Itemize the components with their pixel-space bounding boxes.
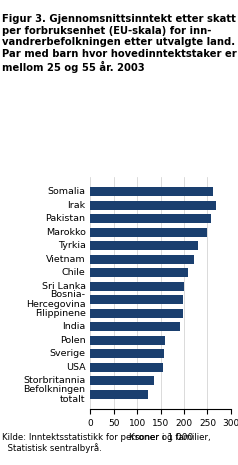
Bar [90, 295, 183, 304]
Bar [90, 282, 184, 291]
Bar [90, 376, 154, 385]
Text: Figur 3. Gjennomsnittsinntekt etter skatt
per forbruksenhet (EU-skala) for inn-
: Figur 3. Gjennomsnittsinntekt etter skat… [2, 14, 237, 73]
Bar [90, 363, 163, 372]
Bar [90, 255, 194, 264]
Text: Kilde: Inntektsstatistikk for personer og familier,
  Statistisk sentralbyrå.: Kilde: Inntektsstatistikk for personer o… [2, 433, 211, 453]
Bar [90, 268, 188, 277]
Bar [90, 322, 180, 331]
Bar [90, 214, 211, 223]
Bar [90, 349, 164, 358]
Bar [90, 336, 165, 345]
Bar [90, 187, 213, 196]
Bar [90, 201, 216, 210]
X-axis label: Kroner i 1 000: Kroner i 1 000 [129, 433, 193, 443]
Bar [90, 309, 183, 318]
Bar [90, 390, 148, 399]
Bar [90, 228, 207, 237]
Bar [90, 241, 198, 250]
